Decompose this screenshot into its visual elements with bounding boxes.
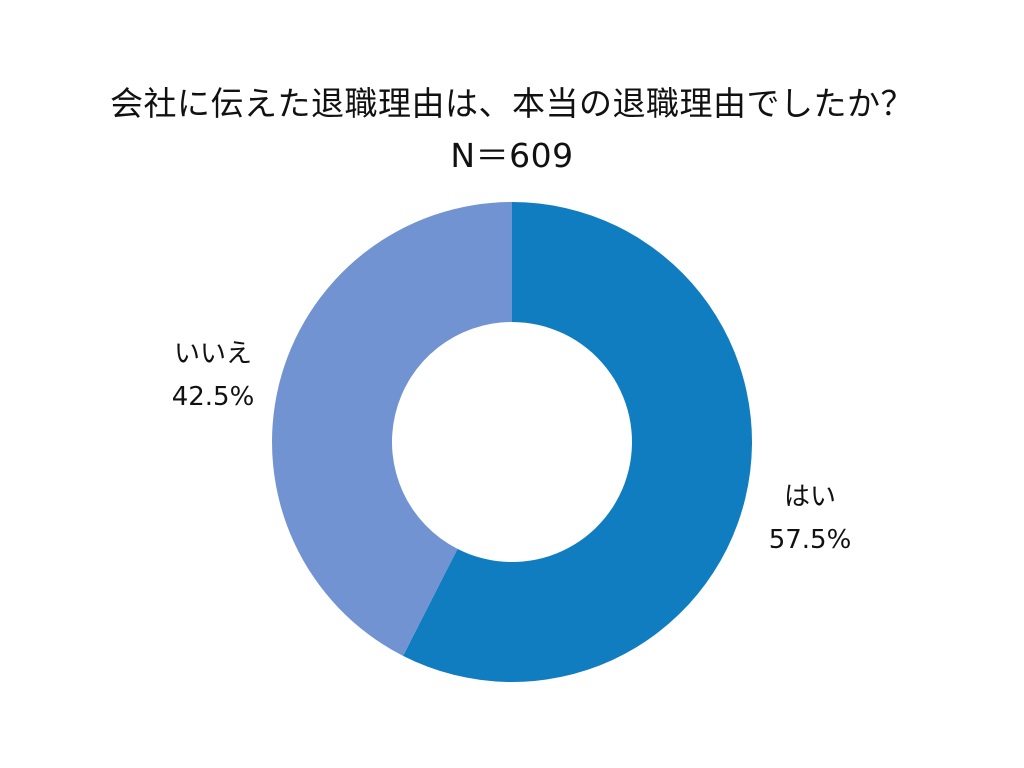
chart-title: 会社に伝えた退職理由は、本当の退職理由でしたか？ (110, 84, 914, 123)
chart-subtitle: N＝609 (450, 136, 574, 175)
donut-slice-yes (403, 202, 752, 682)
donut-slice-no (272, 202, 512, 656)
slice-category-label: はい (784, 482, 836, 512)
slice-labels: はい 57.5% いいえ 42.5% (172, 339, 852, 555)
slice-value-label: 57.5% (769, 525, 852, 555)
donut-slices (272, 202, 752, 682)
slice-value-label: 42.5% (172, 382, 255, 412)
chart-title-block: 会社に伝えた退職理由は、本当の退職理由でしたか？ N＝609 (0, 78, 1024, 182)
slice-category-label: いいえ (174, 339, 252, 369)
